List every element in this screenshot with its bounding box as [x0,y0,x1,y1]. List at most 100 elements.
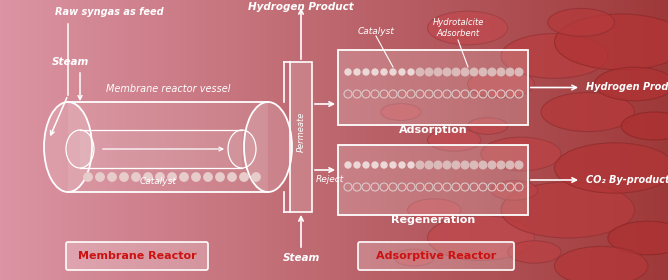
Bar [411,0,414,280]
Bar [33,0,37,280]
Circle shape [497,161,505,169]
Bar [261,0,264,280]
Circle shape [501,182,635,238]
Circle shape [399,162,405,168]
Bar [160,0,164,280]
Bar [327,0,331,280]
Circle shape [96,173,104,181]
Circle shape [120,173,128,181]
Bar [40,0,43,280]
Bar [384,0,387,280]
Bar [665,0,668,280]
Circle shape [479,68,487,76]
Circle shape [108,173,116,181]
Bar [478,0,481,280]
Bar [257,0,261,280]
Circle shape [470,161,478,169]
Circle shape [156,173,164,181]
Bar [17,0,20,280]
Circle shape [468,118,508,134]
Circle shape [515,161,523,169]
Bar [574,0,578,280]
Bar [80,0,84,280]
Bar [661,0,665,280]
Bar [357,0,361,280]
Bar [247,0,250,280]
Circle shape [363,162,369,168]
Bar [428,0,431,280]
Circle shape [204,173,212,181]
Bar [481,0,484,280]
Bar [541,0,544,280]
Bar [491,0,494,280]
Bar [484,0,488,280]
Bar [337,0,341,280]
Text: Membrane Reactor: Membrane Reactor [77,251,196,261]
Ellipse shape [44,102,92,192]
Bar [471,0,474,280]
Circle shape [461,68,469,76]
Bar [224,0,227,280]
Bar [331,0,334,280]
Bar [625,0,628,280]
Bar [631,0,635,280]
Circle shape [481,137,561,171]
Circle shape [345,69,351,75]
Bar [204,0,207,280]
Circle shape [621,112,668,140]
Bar [63,0,67,280]
Bar [364,0,367,280]
Bar [421,0,424,280]
Bar [407,0,411,280]
Text: Hydrotalcite
Adsorbent: Hydrotalcite Adsorbent [432,18,484,38]
Circle shape [491,181,538,200]
Bar [424,0,428,280]
Circle shape [554,143,668,193]
Bar [588,0,591,280]
Bar [538,0,541,280]
Circle shape [132,173,140,181]
Bar [50,0,53,280]
Bar [30,0,33,280]
Bar [544,0,548,280]
Bar [154,0,157,280]
Bar [124,0,127,280]
Circle shape [240,173,248,181]
Bar [140,0,144,280]
Bar [3,0,7,280]
Circle shape [470,68,478,76]
Circle shape [554,246,648,280]
Bar [80,130,242,168]
Bar [317,0,321,280]
Circle shape [408,69,414,75]
Bar [104,0,107,280]
Bar [628,0,631,280]
Circle shape [434,68,442,76]
Bar [468,0,471,280]
Bar [10,0,13,280]
Bar [217,0,220,280]
Bar [100,0,104,280]
Bar [230,0,234,280]
Bar [474,0,478,280]
Bar [377,0,381,280]
Bar [371,0,374,280]
Bar [97,0,100,280]
Bar [441,0,444,280]
Bar [90,0,94,280]
Bar [387,0,391,280]
Circle shape [554,14,668,70]
Bar [464,0,468,280]
Circle shape [426,68,433,76]
Bar [578,0,581,280]
Bar [524,0,528,280]
Bar [7,0,10,280]
Text: Adsorption: Adsorption [399,125,468,135]
Bar [157,0,160,280]
Bar [391,0,394,280]
Circle shape [501,34,608,78]
Text: CO₂ By-product: CO₂ By-product [586,175,668,185]
Bar [321,0,324,280]
Bar [94,0,97,280]
Bar [608,0,611,280]
